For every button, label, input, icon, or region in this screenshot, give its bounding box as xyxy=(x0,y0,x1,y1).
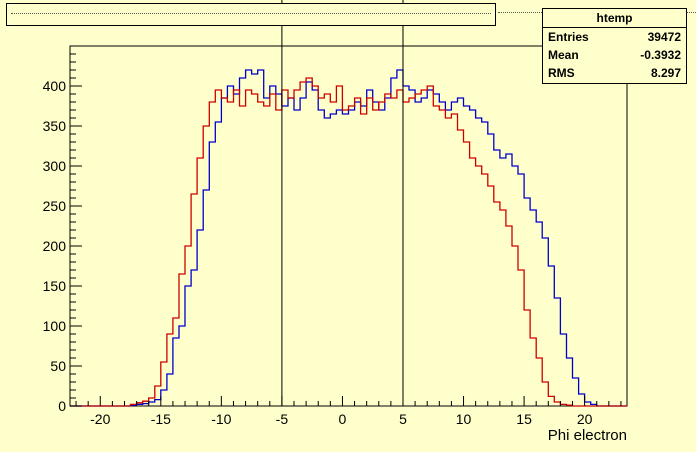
x-tick-label: 5 xyxy=(399,411,407,427)
y-tick-label: 400 xyxy=(43,78,67,94)
y-tick-label: 100 xyxy=(43,318,67,334)
x-tick-label: 10 xyxy=(456,411,472,427)
title-box-dotted-line xyxy=(11,13,491,14)
stats-row-entries: Entries 39472 xyxy=(543,28,686,46)
y-tick-label: 250 xyxy=(43,198,67,214)
stats-box: htemp Entries 39472 Mean -0.3932 RMS 8.2… xyxy=(542,8,687,84)
y-tick-label: 50 xyxy=(50,358,66,374)
y-tick-label: 350 xyxy=(43,118,67,134)
plot-frame xyxy=(69,45,628,407)
stats-row-rms: RMS 8.297 xyxy=(543,64,686,82)
x-tick-label: -5 xyxy=(276,411,289,427)
stats-row-mean: Mean -0.3932 xyxy=(543,46,686,64)
stats-key: Mean xyxy=(548,48,579,62)
stats-key: Entries xyxy=(548,30,589,44)
x-tick-label: 0 xyxy=(339,411,347,427)
stats-value: 39472 xyxy=(647,30,681,44)
vertical-lines xyxy=(281,0,404,406)
tick-labels: -20 -15 -10 -5 0 5 10 15 20050100150200250300350… xyxy=(43,78,593,427)
y-tick-label: 150 xyxy=(43,278,67,294)
x-tick-label: -20 xyxy=(90,411,110,427)
x-tick-label: -15 xyxy=(151,411,171,427)
stats-value: -0.3932 xyxy=(640,48,681,62)
x-tick-label: 20 xyxy=(577,411,593,427)
y-tick-label: 0 xyxy=(58,398,66,414)
title-box xyxy=(6,3,496,26)
axis-ticks xyxy=(70,53,622,407)
stats-value: 8.297 xyxy=(650,66,681,80)
stats-title: htemp xyxy=(543,9,686,28)
x-axis-title: Phi electron xyxy=(548,427,627,444)
y-tick-label: 300 xyxy=(43,158,67,174)
y-tick-label: 200 xyxy=(43,238,67,254)
x-tick-label: 15 xyxy=(516,411,532,427)
histogram-series-group xyxy=(70,69,627,407)
x-tick-label: -10 xyxy=(211,411,231,427)
histogram-series-1 xyxy=(70,77,627,407)
stats-key: RMS xyxy=(548,66,575,80)
